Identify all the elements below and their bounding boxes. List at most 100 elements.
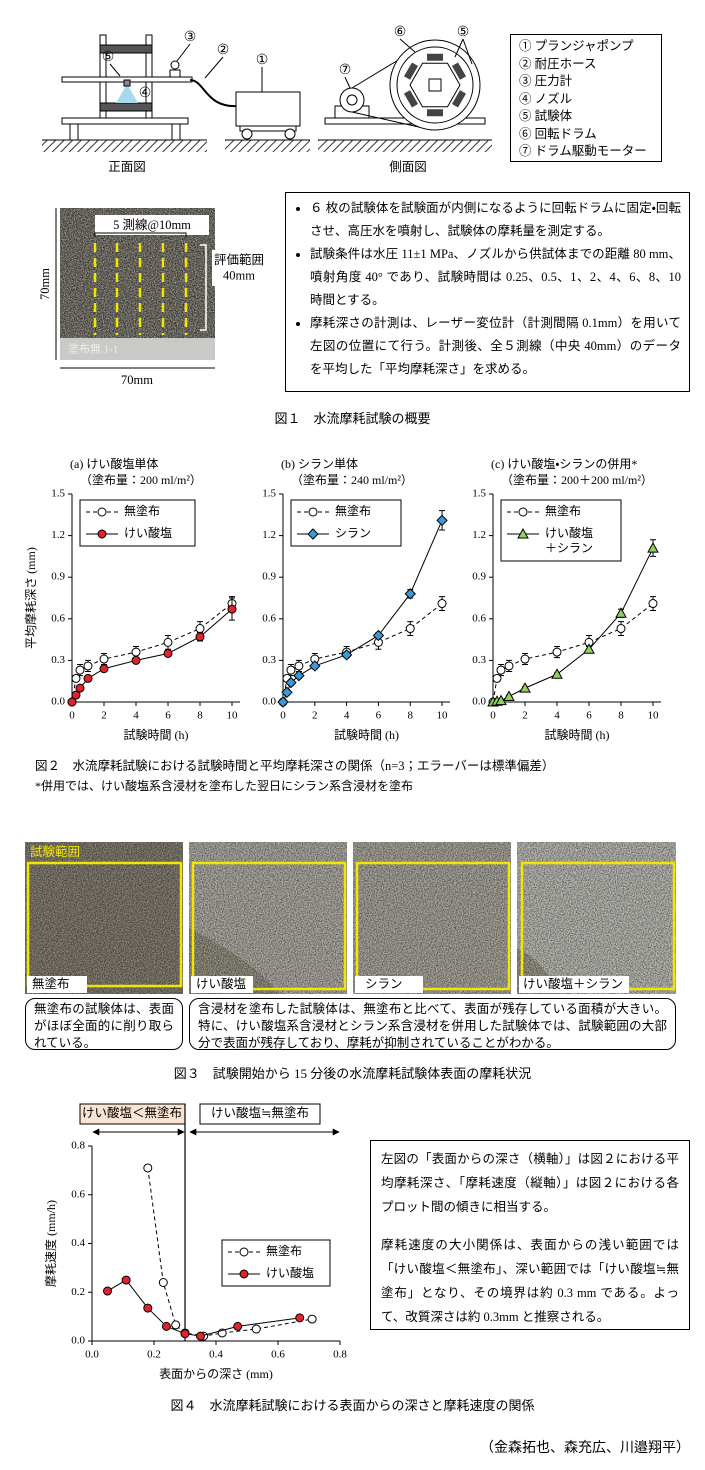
legend-item: ① プランジャポンプ	[519, 39, 634, 53]
marker	[551, 668, 563, 679]
legend-label: 無塗布	[124, 503, 160, 518]
marker	[158, 1278, 168, 1287]
y-tick-label: 1.5	[262, 488, 276, 500]
marker	[616, 624, 626, 634]
callout: ②	[217, 43, 230, 58]
note: 試験条件は水圧 11±1 MPa、ノズルから供試体までの距離 80 mm、噴射角…	[310, 243, 681, 312]
legend-box	[290, 499, 402, 547]
marker	[504, 661, 514, 671]
chart-subtitle: （塗布量：200＋200 ml/m²）	[501, 473, 653, 487]
range-label: 試験範囲	[30, 844, 80, 859]
marker	[294, 661, 304, 671]
marker	[163, 648, 173, 658]
marker	[143, 1303, 153, 1313]
marker	[196, 1331, 205, 1341]
marker	[583, 643, 595, 654]
y-tick-label: 0.6	[71, 1188, 85, 1200]
y-tick-label: 0.2	[71, 1286, 85, 1298]
y-tick-label: 0.0	[71, 1335, 85, 1347]
chart-title: (c) けい酸塩・シランの併用*	[491, 456, 637, 471]
chart: 0.0 0.3 0.6 0.9 1.2 1.5 0 2 4 6 8 10 (c) けい酸塩・シランの併用…	[472, 456, 661, 742]
callout: ⑤	[457, 25, 470, 40]
marker	[121, 1275, 131, 1285]
x-tick-label: 10	[227, 710, 239, 722]
marker	[99, 664, 109, 674]
legend-label: シラン	[335, 526, 371, 540]
y-tick-label: 0.0	[51, 696, 65, 708]
marker	[648, 599, 658, 609]
y-tick-label: 0.3	[472, 654, 486, 666]
marker	[195, 632, 205, 642]
marker	[436, 514, 448, 527]
series-line	[282, 520, 443, 703]
marker	[163, 637, 173, 647]
y-tick-label: 0.4	[71, 1237, 85, 1249]
legend-item: ② 耐圧ホース	[519, 56, 597, 71]
marker	[308, 507, 318, 517]
side-view	[318, 38, 492, 152]
marker	[83, 673, 93, 683]
x-tick-label: 4	[133, 710, 139, 722]
marker	[293, 669, 305, 682]
x-tick-label: 8	[618, 710, 624, 722]
caption: 図１ 水流摩耗試験の概要	[274, 411, 431, 426]
range-label: 評価範囲 40mm	[214, 252, 264, 283]
caption: 図２ 水流摩耗試験における試験時間と平均摩耗深さの関係（n=3；エラーバーは標準…	[35, 759, 555, 773]
series-line	[71, 603, 233, 703]
legend-item: ⑤ 試験体	[519, 109, 573, 123]
chart-subtitle: （塗布量：200 ml/m²）	[80, 473, 202, 487]
method-notes: ６ 枚の試験体を試験面が内側になるように回転ドラムに固定・回転させ、高圧水を噴射…	[285, 192, 690, 392]
marker	[552, 647, 562, 657]
y-tick-label: 0.6	[262, 612, 276, 624]
marker	[372, 629, 385, 642]
marker	[75, 683, 85, 693]
photo-label: 無塗布	[32, 976, 70, 991]
series-line	[107, 1279, 300, 1337]
x-tick-label: 0	[490, 710, 496, 722]
marker	[615, 607, 627, 618]
y-tick-label: 0.6	[472, 612, 486, 624]
x-tick-label: 8	[197, 710, 203, 722]
x-axis-label: 試験時間 (h)	[334, 727, 399, 742]
y-tick-label: 0.9	[51, 571, 65, 583]
x-tick-label: 0.8	[333, 1349, 347, 1361]
marker	[131, 647, 141, 657]
legend-item: ⑥ 回転ドラム	[519, 126, 597, 141]
callout: ③	[184, 30, 197, 45]
chart-subtitle: （塗布量：240 ml/m²）	[291, 473, 413, 487]
x-tick-label: 6	[586, 710, 592, 722]
x-axis-label: 試験時間 (h)	[545, 727, 610, 742]
marker	[518, 507, 528, 517]
marker	[251, 1324, 261, 1334]
marker	[307, 1314, 317, 1324]
callout: ⑥	[394, 25, 407, 40]
x-axis-label: 表面からの深さ (mm)	[159, 1367, 273, 1381]
x-tick-label: 2	[522, 710, 528, 722]
annotation-box	[199, 1103, 321, 1125]
specimen-photo: 5 測線@10mm 評価範囲 40mm 塗布無.1-1 70mm 70mm	[38, 208, 266, 387]
x-tick-label: 8	[407, 710, 413, 722]
legend-item: ④ ノズル	[519, 91, 573, 106]
x-tick-label: 0.2	[147, 1349, 161, 1361]
marker	[67, 697, 77, 707]
legend-item: ⑦ ドラム駆動モーター	[519, 144, 647, 158]
lines-label: 5 測線@10mm	[113, 217, 191, 232]
x-tick-label: 0	[280, 710, 286, 722]
front-view	[42, 34, 310, 152]
legend-label: けい酸塩	[266, 1265, 314, 1280]
x-tick-label: 0.4	[209, 1349, 223, 1361]
specimen-tag: 塗布無.1-1	[68, 342, 118, 356]
y-tick-label: 1.2	[262, 529, 276, 541]
photo-label: けい酸塩	[196, 976, 247, 991]
note: ６ 枚の試験体を試験面が内側になるように回転ドラムに固定・回転させ、高圧水を噴射…	[310, 197, 681, 243]
authors: （金森拓也、森充広、川邉翔平）	[480, 1441, 690, 1456]
x-tick-label: 6	[376, 710, 382, 722]
chart: 0.0 0.3 0.6 0.9 1.2 1.5 0 2 4 6 8 10 (a) けい酸塩単体 （塗布量：…	[24, 456, 240, 742]
marker	[239, 1247, 249, 1257]
callout: ⑦	[339, 63, 352, 78]
note: 摩耗速度の大小関係は、表面からの浅い範囲では「けい酸塩＜無塗布」、深い範囲では「…	[381, 1238, 679, 1324]
x-tick-label: 4	[344, 710, 350, 722]
legend-item: ③ 圧力計	[519, 74, 573, 88]
series-line	[492, 603, 654, 703]
